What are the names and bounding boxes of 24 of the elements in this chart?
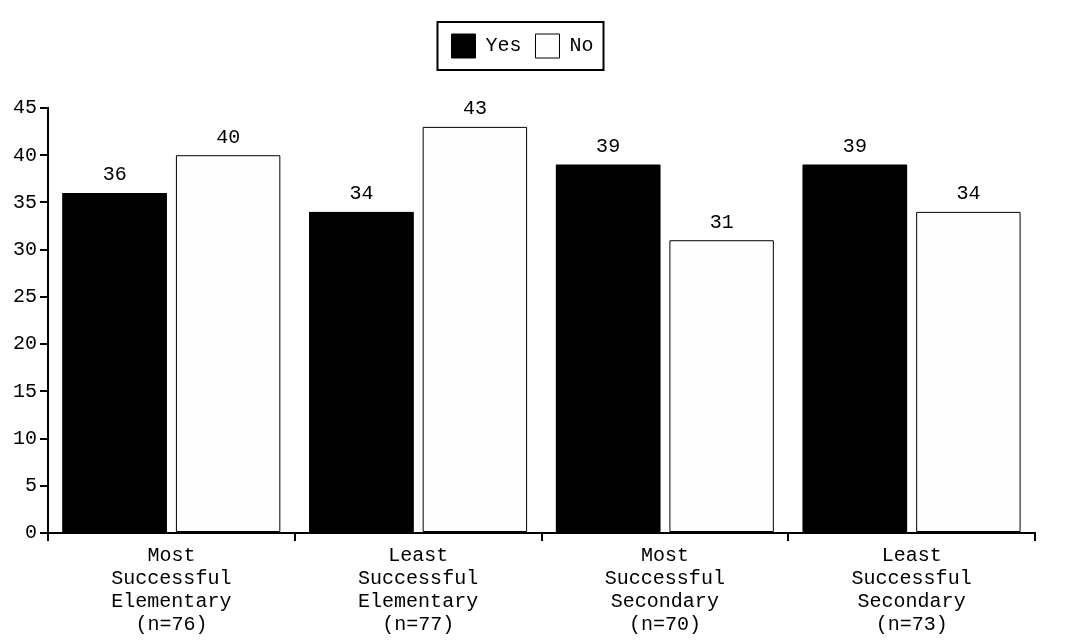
legend-label: Yes — [485, 34, 522, 58]
y-tick-label: 20 — [12, 332, 37, 356]
x-tick-label: Least Successful Elementary (n=77) — [358, 543, 479, 636]
y-tick-label: 40 — [12, 143, 37, 167]
data-label: 31 — [709, 210, 734, 234]
y-tick-label: 15 — [12, 379, 37, 403]
data-label: 43 — [462, 97, 487, 121]
y-tick-label: 10 — [12, 426, 37, 450]
x-tick-label: Least Successful Secondary (n=73) — [851, 543, 972, 636]
data-label: 39 — [842, 134, 867, 158]
data-label: 34 — [349, 182, 374, 206]
y-tick-label: 5 — [24, 474, 37, 498]
data-label: 36 — [102, 163, 127, 187]
data-label: 34 — [956, 182, 981, 206]
y-tick-label: 0 — [24, 521, 37, 545]
y-tick-label: 35 — [12, 190, 37, 214]
x-tick-label: Most Successful Elementary (n=76) — [111, 543, 232, 636]
x-tick-label: Most Successful Secondary (n=70) — [604, 543, 725, 636]
y-tick-label: 30 — [12, 237, 37, 261]
y-tick-label: 45 — [12, 96, 37, 120]
data-label: 39 — [596, 134, 621, 158]
y-tick-label: 25 — [12, 285, 37, 309]
legend-label: No — [569, 34, 594, 58]
data-label: 40 — [216, 125, 241, 149]
